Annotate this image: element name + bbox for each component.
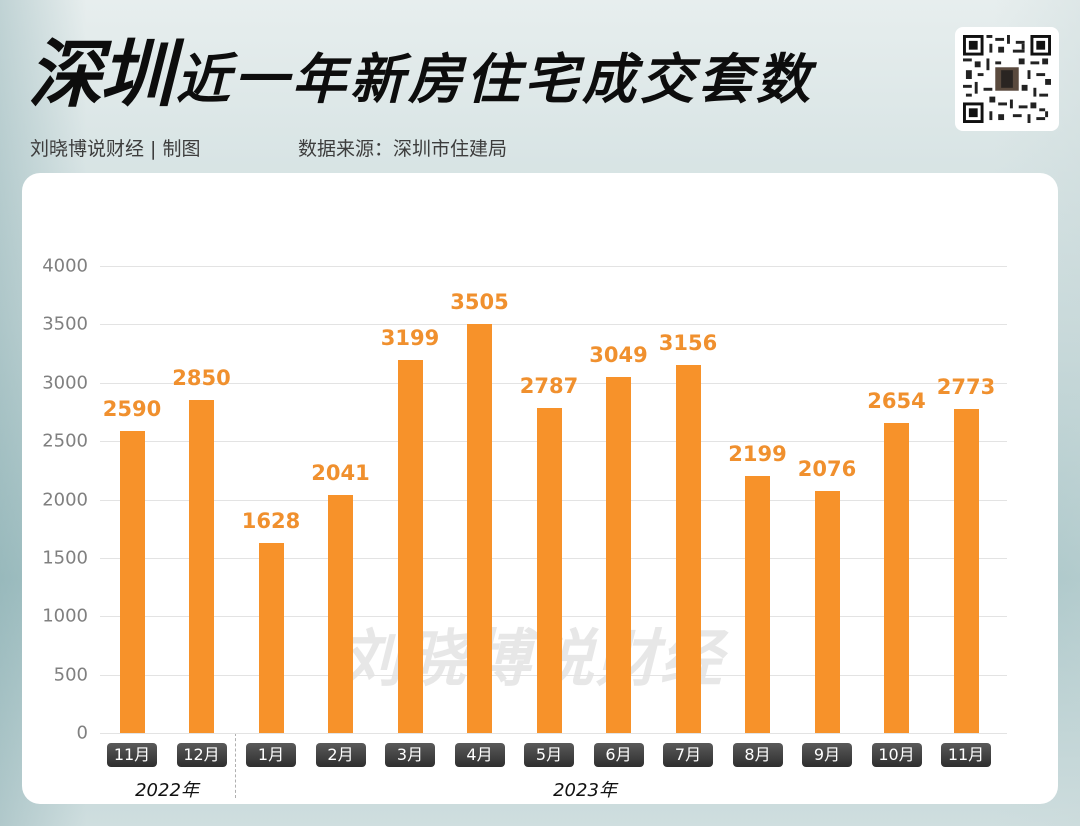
value-label: 3049 (589, 343, 648, 368)
x-tick-label: 11月 (941, 743, 991, 767)
value-label: 2787 (519, 373, 579, 398)
bar (467, 323, 492, 733)
y-tick-label: 1500 (42, 547, 88, 569)
y-tick-label: 500 (53, 664, 88, 686)
qr-code (955, 27, 1059, 131)
author-credit: 刘晓博说财经 | 制图 (30, 138, 201, 160)
bar (119, 430, 145, 733)
x-tick-label: 12月 (176, 743, 227, 767)
x-tick-label: 5月 (524, 743, 574, 767)
y-tick-label: 3000 (42, 372, 88, 394)
y-tick-label: 2000 (42, 489, 88, 510)
y-tick-label: 3500 (42, 313, 88, 335)
value-label: 3505 (450, 289, 509, 314)
bar (953, 409, 979, 733)
bar (675, 364, 701, 733)
x-tick-label: 10月 (871, 743, 922, 767)
x-tick-label: 4月 (454, 743, 505, 767)
gridline (100, 733, 1007, 734)
x-tick-label: 1月 (246, 743, 296, 767)
title-city: 深圳 (28, 32, 174, 118)
x-tick-label: 11月 (107, 743, 157, 767)
bar (328, 494, 353, 733)
value-label: 2041 (311, 460, 370, 485)
value-label: 2773 (936, 375, 996, 400)
gridline (100, 266, 1007, 267)
year-label: 2022年 (135, 780, 199, 801)
title-text: 近一年新房住宅成交套数 (176, 47, 814, 111)
bar (884, 423, 909, 733)
bar (745, 476, 770, 733)
y-tick-label: 1000 (42, 605, 88, 627)
year-label: 2023年 (553, 780, 617, 801)
qr-code-icon (963, 35, 1051, 123)
gridline (100, 324, 1007, 326)
value-label: 2590 (102, 396, 162, 421)
y-tick-label: 2500 (42, 430, 88, 452)
bar (606, 377, 631, 733)
bar (258, 542, 284, 733)
y-tick-label: 4000 (42, 255, 88, 277)
bar (814, 490, 840, 733)
data-source: 数据来源：深圳市住建局 (298, 138, 508, 160)
x-tick-label: 7月 (663, 743, 713, 767)
gridline (100, 382, 1007, 384)
bar (536, 407, 562, 733)
value-label: 2076 (797, 456, 857, 481)
page-title: 深圳 近一年新房住宅成交套数 (28, 24, 814, 120)
bar (397, 359, 423, 733)
value-label: 2199 (728, 442, 787, 467)
subtitle: 刘晓博说财经 | 制图 数据来源：深圳市住建局 (30, 134, 507, 161)
y-tick-label: 0 (76, 722, 88, 744)
year-divider (235, 733, 236, 798)
x-tick-label: 9月 (802, 743, 852, 767)
x-tick-label: 8月 (732, 743, 783, 767)
value-label: 3156 (658, 330, 718, 355)
x-tick-label: 3月 (385, 743, 435, 767)
value-label: 2654 (867, 389, 926, 414)
value-label: 3199 (380, 325, 440, 350)
x-tick-label: 6月 (593, 743, 644, 767)
value-label: 1628 (241, 508, 301, 533)
x-tick-label: 2月 (315, 743, 366, 767)
bar (189, 400, 214, 733)
value-label: 2850 (172, 366, 231, 391)
